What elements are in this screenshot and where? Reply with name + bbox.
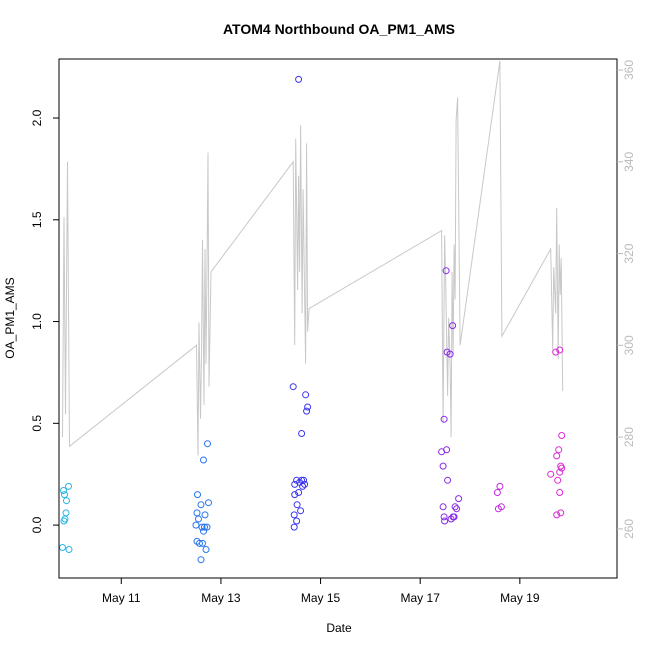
data-point: [547, 470, 555, 478]
data-point: [439, 503, 447, 511]
y-tick-label: 1.5: [30, 211, 44, 228]
y-tick-label: 0.0: [30, 516, 44, 533]
data-point: [204, 440, 211, 448]
data-point: [196, 539, 203, 547]
data-point: [201, 523, 208, 531]
data-point: [441, 517, 449, 525]
y2-tick-label: 320: [622, 243, 636, 263]
data-point: [554, 476, 562, 484]
x-tick-label: May 13: [201, 591, 241, 605]
data-point: [553, 452, 561, 460]
plot-frame: [58, 58, 618, 579]
secondary-line-layer: [62, 60, 564, 456]
data-point: [440, 415, 448, 423]
data-point: [197, 501, 205, 509]
data-point: [556, 346, 564, 354]
data-point: [293, 517, 301, 525]
data-point: [199, 539, 206, 547]
data-point: [297, 507, 305, 515]
data-point: [198, 523, 206, 531]
data-point: [439, 462, 447, 470]
data-point: [290, 523, 298, 531]
data-point: [446, 350, 454, 358]
data-point: [298, 430, 306, 437]
x-tick-label: May 15: [301, 591, 341, 605]
y-tick-label: 0.5: [30, 415, 44, 432]
data-point: [193, 509, 201, 517]
data-point: [496, 482, 504, 490]
data-points-layer: [59, 75, 566, 564]
data-point: [197, 556, 205, 564]
data-point: [444, 476, 452, 484]
data-point: [450, 513, 458, 521]
data-point: [200, 456, 207, 464]
y-tick-label: 1.0: [30, 313, 44, 330]
data-point: [303, 407, 311, 415]
data-point: [302, 391, 310, 399]
data-point: [557, 509, 565, 517]
data-point: [556, 489, 564, 496]
data-point: [65, 546, 73, 553]
data-point: [295, 489, 303, 496]
y2-tick-label: 360: [622, 60, 636, 80]
data-point: [442, 267, 450, 275]
data-point: [558, 464, 566, 472]
data-point: [293, 501, 301, 509]
data-point: [60, 517, 68, 525]
data-point: [290, 511, 298, 519]
chart-title: ATOM4 Northbound OA_PM1_AMS: [223, 21, 455, 37]
data-point: [59, 544, 66, 551]
data-point: [65, 482, 72, 490]
data-point: [453, 505, 461, 513]
data-point: [201, 511, 209, 519]
data-point: [493, 489, 501, 496]
y-tick-label: 2.0: [30, 109, 44, 126]
data-point: [440, 513, 448, 521]
y2-tick-label: 340: [622, 151, 636, 171]
data-point: [449, 322, 457, 330]
data-point: [289, 383, 297, 391]
x-tick-label: May 19: [500, 591, 540, 605]
y2-tick-label: 280: [622, 427, 636, 447]
data-point: [299, 482, 307, 490]
data-point: [555, 446, 563, 454]
secondary-series-line: [62, 60, 564, 456]
data-point: [61, 491, 68, 499]
data-point: [202, 546, 210, 553]
data-point: [200, 527, 207, 535]
data-point: [192, 521, 200, 529]
y2-tick-label: 260: [622, 519, 636, 539]
x-axis-label: Date: [326, 621, 352, 635]
data-point: [194, 491, 201, 499]
data-point: [295, 75, 303, 83]
data-point: [497, 503, 505, 511]
data-point: [62, 509, 70, 517]
axes-layer: May 11 May 13 May 15 May 17 May 19 0.0 0.5 1.0 1…: [30, 58, 636, 605]
x-tick-label: May 17: [401, 591, 441, 605]
data-point: [552, 348, 560, 356]
data-point: [553, 511, 561, 519]
data-point: [205, 499, 212, 507]
data-point: [558, 432, 566, 439]
data-point: [63, 497, 70, 505]
data-point: [60, 487, 67, 494]
data-point: [301, 480, 309, 488]
data-point: [203, 523, 211, 531]
y-axis-label: OA_PM1_AMS: [3, 277, 17, 358]
y2-tick-label: 300: [622, 335, 636, 355]
data-point: [455, 495, 463, 503]
data-point: [195, 515, 202, 523]
x-tick-label: May 11: [102, 591, 141, 605]
data-point: [304, 403, 312, 411]
data-point: [451, 503, 459, 511]
data-point: [291, 491, 299, 499]
data-point: [556, 468, 564, 476]
data-point: [438, 448, 446, 456]
